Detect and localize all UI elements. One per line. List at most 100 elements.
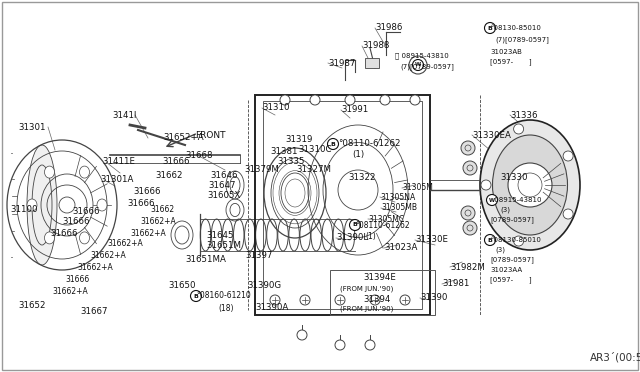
Text: °08110-61262: °08110-61262 (355, 221, 410, 230)
Text: 31991: 31991 (341, 106, 368, 115)
Text: 31394: 31394 (363, 295, 390, 304)
Ellipse shape (79, 166, 90, 178)
Text: 31305MC: 31305MC (368, 215, 404, 224)
Text: (3): (3) (500, 207, 510, 213)
Text: 31305MB: 31305MB (381, 203, 417, 212)
Text: 31330EA: 31330EA (472, 131, 511, 140)
Text: 31666: 31666 (50, 228, 77, 237)
Circle shape (484, 22, 495, 33)
Text: 31662: 31662 (155, 170, 182, 180)
Text: 31390G: 31390G (247, 280, 281, 289)
Text: 31305M: 31305M (402, 183, 433, 192)
Circle shape (365, 340, 375, 350)
Text: 31982M: 31982M (450, 263, 485, 272)
Text: 31662+A: 31662+A (90, 251, 125, 260)
Text: 31379M: 31379M (244, 166, 279, 174)
Text: W: W (415, 62, 421, 67)
Text: 31390L: 31390L (336, 234, 368, 243)
Text: 3141l: 3141l (112, 110, 136, 119)
Text: [0597-       ]: [0597- ] (490, 59, 532, 65)
Circle shape (349, 219, 360, 231)
Text: B: B (488, 26, 492, 31)
Text: 31330: 31330 (500, 173, 527, 183)
Text: 31330E: 31330E (415, 235, 448, 244)
Ellipse shape (493, 135, 568, 235)
Circle shape (486, 195, 497, 205)
Text: 31605X: 31605X (207, 190, 241, 199)
Text: °08110-61262: °08110-61262 (338, 140, 401, 148)
Text: 31662+A: 31662+A (52, 288, 88, 296)
Text: (FROM JUN.'90): (FROM JUN.'90) (340, 286, 394, 292)
Text: 31335: 31335 (277, 157, 305, 167)
Text: 31411E: 31411E (102, 157, 135, 167)
Circle shape (481, 180, 491, 190)
Circle shape (380, 95, 390, 105)
Ellipse shape (97, 199, 107, 211)
Bar (263, 101, 422, 309)
Text: 31981: 31981 (442, 279, 469, 289)
Text: 31397: 31397 (245, 250, 273, 260)
Text: °08130-85010: °08130-85010 (490, 237, 541, 243)
Text: 31650: 31650 (168, 280, 195, 289)
Text: (3): (3) (495, 247, 505, 253)
Text: FRONT: FRONT (195, 131, 225, 140)
Circle shape (300, 295, 310, 305)
Text: 31023AB: 31023AB (490, 49, 522, 55)
Circle shape (335, 295, 345, 305)
Text: 31390A: 31390A (255, 304, 288, 312)
Text: (1): (1) (365, 231, 376, 241)
Text: 31023AA: 31023AA (490, 267, 522, 273)
Circle shape (328, 138, 339, 150)
Circle shape (463, 221, 477, 235)
Circle shape (297, 330, 307, 340)
Circle shape (514, 124, 524, 134)
Circle shape (563, 209, 573, 219)
Text: 31310C: 31310C (298, 145, 332, 154)
Ellipse shape (79, 232, 90, 244)
Circle shape (463, 161, 477, 175)
Text: 31667: 31667 (80, 307, 108, 315)
Bar (255, 95, 430, 315)
Text: 31381: 31381 (270, 148, 298, 157)
Circle shape (270, 295, 280, 305)
Ellipse shape (27, 145, 57, 265)
Text: 31319: 31319 (285, 135, 312, 144)
Text: 08915-43810: 08915-43810 (492, 197, 541, 203)
Circle shape (191, 291, 202, 301)
Circle shape (484, 234, 495, 246)
Circle shape (410, 95, 420, 105)
Text: 31645: 31645 (206, 231, 234, 240)
Text: 31666: 31666 (72, 208, 99, 217)
Text: AR3´(00:5: AR3´(00:5 (590, 352, 640, 362)
Text: (7)[0789-0597]: (7)[0789-0597] (400, 64, 454, 70)
Text: 31322: 31322 (348, 173, 376, 183)
Text: 31646: 31646 (210, 170, 237, 180)
Text: 31666: 31666 (162, 157, 189, 167)
Text: 31662+A: 31662+A (107, 240, 143, 248)
Text: B: B (488, 237, 492, 243)
Text: [0789-0597]: [0789-0597] (490, 257, 534, 263)
Text: 31668: 31668 (185, 151, 212, 160)
Text: 31662+A: 31662+A (140, 217, 176, 225)
Text: 31651MA: 31651MA (185, 256, 226, 264)
Text: 31666: 31666 (127, 199, 154, 208)
Text: (7)[0789-0597]: (7)[0789-0597] (495, 36, 549, 44)
Circle shape (461, 141, 475, 155)
Ellipse shape (45, 232, 54, 244)
Text: 31394E: 31394E (363, 273, 396, 282)
Text: 31390: 31390 (420, 294, 447, 302)
Text: 31986: 31986 (375, 23, 403, 32)
Circle shape (370, 295, 380, 305)
Text: 31310: 31310 (262, 103, 289, 112)
Text: B: B (331, 141, 335, 147)
Text: 31652+A: 31652+A (163, 134, 204, 142)
Circle shape (413, 60, 424, 71)
Text: 31662+A: 31662+A (77, 263, 113, 272)
Circle shape (563, 151, 573, 161)
Text: 31988: 31988 (362, 42, 389, 51)
Text: B: B (353, 222, 357, 228)
Text: [0789-0597]: [0789-0597] (490, 217, 534, 223)
Bar (365, 58, 379, 68)
Circle shape (400, 295, 410, 305)
Circle shape (508, 163, 552, 207)
